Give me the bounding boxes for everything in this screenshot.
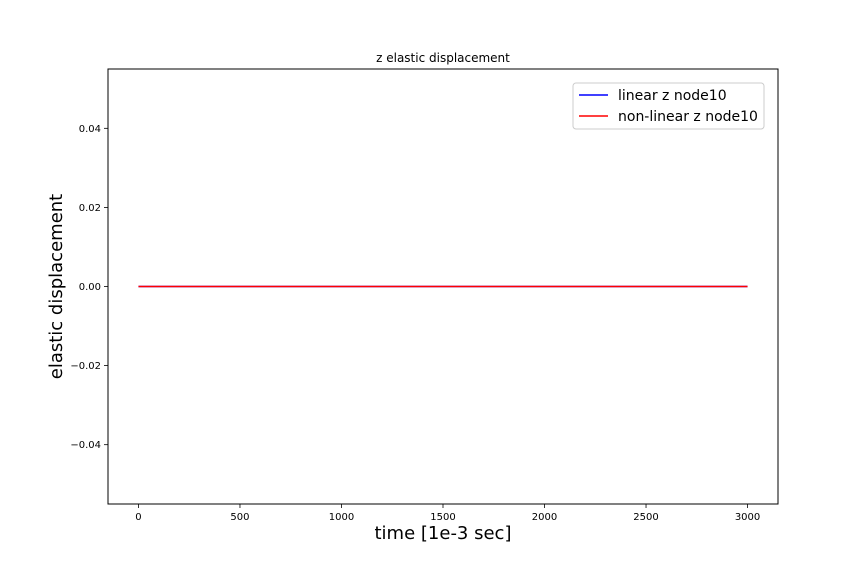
chart-title: z elastic displacement [376,51,510,65]
x-tick-label: 3000 [735,512,760,523]
y-tick-label: 0.02 [79,203,101,214]
y-axis-label: elastic displacement [46,194,67,379]
x-tick-label: 1500 [430,512,455,523]
x-tick-label: 0 [135,512,141,523]
x-axis-label: time [1e-3 sec] [375,523,512,544]
axis-ticks: 0 500 1000 1500 2000 2500 3000 −0.04 −0.02 0.00 0.… [70,124,760,523]
x-tick-label: 500 [230,512,249,523]
legend-label-2: non-linear z node10 [618,109,758,125]
axes-frame [107,68,779,505]
y-tick-label: 0.00 [79,282,101,293]
x-tick-label: 2500 [633,512,658,523]
y-tick-label: −0.04 [70,440,101,451]
y-tick-label: −0.02 [70,361,101,372]
legend: linear z node10 non-linear z node10 [572,82,765,130]
x-tick-label: 2000 [532,512,557,523]
legend-box [572,82,765,130]
legend-label-1: linear z node10 [618,88,727,104]
y-tick-label: 0.04 [79,124,101,135]
x-tick-label: 1000 [329,512,354,523]
